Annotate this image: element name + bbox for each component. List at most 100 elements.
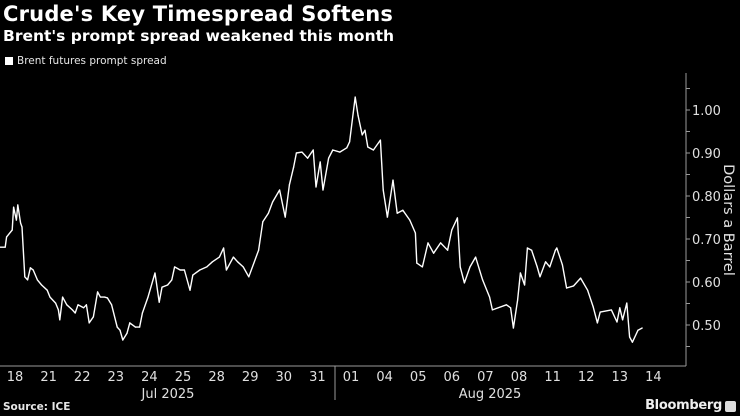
x-tick-label: 13: [612, 370, 629, 385]
legend: Brent futures prompt spread: [5, 55, 167, 67]
data-point: [631, 341, 634, 343]
data-point: [32, 269, 34, 271]
data-point: [122, 339, 124, 341]
data-point: [288, 184, 290, 186]
data-point: [312, 149, 314, 151]
data-point: [83, 307, 85, 309]
y-tick-label: 1.00: [692, 104, 721, 119]
data-point: [332, 149, 334, 151]
data-point: [11, 229, 13, 231]
data-point: [573, 285, 575, 287]
legend-label: Brent futures prompt spread: [17, 55, 167, 67]
x-tick-label: 25: [175, 370, 192, 385]
data-point: [361, 134, 363, 136]
data-point: [440, 242, 442, 244]
data-point: [99, 296, 101, 298]
data-point: [414, 232, 416, 234]
data-point: [13, 206, 15, 208]
data-point: [272, 201, 274, 203]
data-point: [258, 249, 260, 251]
source-note: Source: ICE: [3, 401, 71, 413]
data-point: [364, 129, 366, 131]
x-tick-label: 30: [276, 370, 293, 385]
data-point: [459, 266, 461, 268]
data-point: [469, 266, 471, 268]
bloomberg-terminal-icon: [725, 401, 736, 412]
data-point: [242, 266, 244, 268]
data-point: [402, 209, 404, 211]
data-point: [92, 316, 94, 318]
data-point: [29, 267, 31, 269]
series-line: [0, 96, 643, 343]
data-point: [301, 151, 303, 153]
data-point: [322, 189, 324, 191]
data-point: [524, 284, 526, 286]
data-point: [517, 299, 519, 301]
data-point: [129, 322, 131, 324]
data-point: [41, 284, 43, 286]
data-point: [126, 332, 128, 334]
data-point: [463, 282, 465, 284]
data-point: [223, 247, 225, 249]
data-point: [491, 309, 493, 311]
data-point: [610, 309, 613, 311]
data-point: [55, 302, 57, 304]
data-point: [549, 266, 551, 268]
x-tick-label: 04: [376, 370, 393, 385]
y-tick-label: 0.80: [692, 190, 721, 205]
data-point: [284, 216, 286, 218]
data-point: [206, 266, 208, 268]
data-point: [77, 304, 79, 306]
y-axis-title: Dollars a Barrel: [720, 164, 736, 276]
data-point: [346, 147, 348, 149]
data-point: [49, 296, 51, 298]
y-tick-label: 0.50: [692, 319, 721, 334]
data-point: [599, 311, 601, 313]
data-point: [237, 261, 239, 263]
data-point: [15, 219, 17, 221]
data-point: [592, 306, 594, 308]
data-point: [357, 114, 359, 116]
data-point: [531, 249, 533, 251]
data-point: [225, 269, 227, 271]
data-point: [20, 222, 22, 224]
data-point: [475, 256, 477, 258]
data-point: [482, 279, 484, 281]
data-point: [626, 302, 628, 304]
data-point: [526, 247, 529, 249]
data-point: [179, 269, 181, 271]
x-tick-label: 11: [544, 370, 561, 385]
data-point: [134, 326, 136, 328]
data-point: [433, 252, 435, 254]
chart-title: Crude's Key Timespread Softens: [3, 2, 394, 26]
x-month-label: Aug 2025: [459, 387, 522, 402]
data-point: [36, 279, 39, 281]
y-tick-label: 0.60: [692, 276, 721, 291]
data-point: [307, 157, 309, 159]
data-point: [566, 287, 568, 289]
data-point: [167, 284, 169, 286]
data-point: [192, 274, 194, 276]
data-point: [505, 304, 507, 306]
x-tick-label: 18: [7, 370, 24, 385]
data-point: [199, 269, 201, 271]
data-point: [62, 296, 64, 298]
data-point: [59, 319, 61, 321]
data-point: [510, 307, 512, 309]
x-tick-label: 01: [343, 370, 360, 385]
x-tick-label: 12: [578, 370, 595, 385]
data-point: [641, 327, 643, 329]
legend-swatch: [5, 57, 13, 65]
data-point: [512, 327, 515, 329]
data-point: [637, 329, 639, 331]
data-point: [349, 141, 351, 143]
data-point: [619, 307, 621, 309]
data-point: [111, 304, 113, 306]
data-point: [396, 212, 398, 214]
x-month-label: Jul 2025: [141, 387, 195, 402]
data-point: [372, 149, 374, 151]
bloomberg-logo: Bloomberg: [645, 398, 722, 413]
data-point: [354, 96, 356, 98]
data-point: [328, 157, 330, 159]
